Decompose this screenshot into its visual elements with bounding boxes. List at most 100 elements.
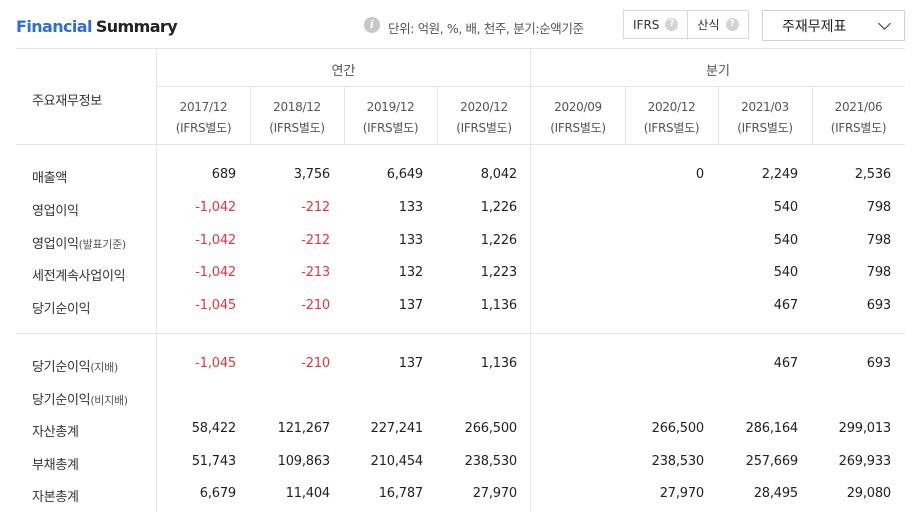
row-label-qualifier: (비지배) (90, 394, 128, 407)
column-period: 2020/12 (460, 100, 508, 114)
table-cell: 540 (773, 233, 798, 248)
table-cell: 137 (398, 298, 423, 313)
table-cell: 286,164 (745, 421, 799, 436)
table-cell: 132 (398, 265, 423, 280)
column-basis: (IFRS별도) (456, 121, 512, 135)
row-label-text: 세전계속사업이익 (32, 269, 126, 284)
title-financial: Financial (16, 17, 92, 36)
table-cell: 11,404 (285, 486, 330, 501)
table-cell: 58,422 (191, 421, 236, 436)
info-icon[interactable]: i (364, 17, 380, 33)
ifrs-toggle-button[interactable]: IFRS ? (624, 11, 687, 38)
table-cell: 257,669 (745, 454, 799, 469)
table-cell: 6,649 (386, 167, 423, 182)
table-cell: 27,970 (472, 486, 517, 501)
column-period: 2019/12 (366, 100, 415, 114)
table-cell: 1,226 (480, 200, 517, 215)
row-label[interactable]: 자본총계 (32, 486, 79, 505)
table-cell: 299,013 (838, 421, 892, 436)
row-label[interactable]: 당기순이익(비지배) (32, 389, 128, 408)
table-cell: 3,756 (293, 167, 330, 182)
row-label-text: 영업이익 (32, 237, 79, 252)
table-cell: 266,500 (651, 421, 705, 436)
row-label-text: 매출액 (32, 171, 67, 186)
column-divider (812, 86, 813, 145)
table-cell: 2,536 (854, 167, 891, 182)
table-cell: 16,787 (378, 486, 423, 501)
column-header[interactable]: 2021/03 (IFRS별도) (718, 97, 812, 139)
table-cell: 137 (398, 356, 423, 371)
row-label[interactable]: 영업이익 (32, 200, 79, 219)
ifrs-label: IFRS (633, 17, 660, 32)
table-cell: 798 (866, 265, 891, 280)
column-divider (250, 86, 251, 145)
row-label-qualifier: (지배) (90, 361, 118, 374)
column-header[interactable]: 2017/12 (IFRS별도) (157, 97, 250, 139)
table-cell: 121,267 (277, 421, 331, 436)
row-label[interactable]: 세전계속사업이익 (32, 265, 126, 284)
table-cell: 798 (866, 200, 891, 215)
group-header-annual: 연간 (331, 64, 356, 79)
table-cell: 109,863 (277, 454, 331, 469)
row-label[interactable]: 영업이익(발표기준) (32, 233, 126, 252)
statement-type-value: 주재무제표 (782, 18, 847, 35)
help-icon[interactable]: ? (725, 18, 739, 31)
table-cell: 6,679 (199, 486, 236, 501)
row-label[interactable]: 자산총계 (32, 421, 79, 440)
row-label[interactable]: 부채총계 (32, 454, 79, 473)
title-summary: Summary (95, 17, 178, 36)
table-cell: 798 (866, 233, 891, 248)
column-period: 2020/12 (647, 100, 696, 114)
table-cell: 2,249 (761, 167, 798, 182)
column-basis: (IFRS별도) (643, 121, 700, 135)
table-cell: -1,045 (195, 298, 236, 313)
row-label[interactable]: 매출액 (32, 167, 67, 186)
row-label-text: 당기순이익 (32, 360, 91, 375)
column-header[interactable]: 2020/12 (IFRS별도) (437, 97, 531, 139)
row-label[interactable]: 당기순이익 (32, 298, 91, 317)
column-divider (625, 86, 626, 145)
formula-toggle-button[interactable]: 산식 ? (687, 11, 747, 38)
group-header-quarter: 분기 (706, 64, 730, 79)
column-divider (344, 86, 345, 145)
group-header-divider (157, 86, 905, 87)
annual-quarter-divider (530, 48, 531, 512)
column-period: 2018/12 (273, 100, 321, 114)
table-cell: -213 (301, 265, 330, 280)
column-period: 2021/03 (741, 100, 789, 114)
table-cell: 269,933 (838, 454, 892, 469)
label-column-divider (156, 48, 157, 512)
table-cell: 29,080 (846, 486, 891, 501)
statement-type-select[interactable]: 주재무제표 (762, 10, 905, 41)
column-period: 2017/12 (179, 100, 228, 114)
row-label[interactable]: 당기순이익(지배) (32, 356, 118, 375)
table-cell: 8,042 (480, 167, 517, 182)
row-label-text: 부채총계 (32, 458, 79, 473)
column-header[interactable]: 2020/09 (IFRS별도) (531, 97, 625, 139)
table-cell: 1,136 (480, 356, 517, 371)
table-cell: 51,743 (191, 454, 236, 469)
column-header[interactable]: 2021/06 (IFRS별도) (812, 97, 905, 139)
table-cell: 540 (773, 265, 798, 280)
table-cell: -1,042 (195, 200, 236, 215)
column-header[interactable]: 2019/12 (IFRS별도) (344, 97, 437, 139)
help-icon[interactable]: ? (665, 18, 679, 31)
table-cell: 0 (695, 167, 704, 182)
table-cell: 27,970 (659, 486, 704, 501)
column-period: 2021/06 (834, 100, 883, 114)
table-cell: 693 (866, 356, 891, 371)
table-cell: 238,530 (651, 454, 705, 469)
table-cell: 266,500 (464, 421, 518, 436)
row-label-text: 당기순이익 (32, 393, 91, 408)
row-label-text: 자산총계 (32, 425, 79, 440)
column-basis: (IFRS별도) (737, 121, 793, 135)
column-header[interactable]: 2018/12 (IFRS별도) (250, 97, 344, 139)
table-cell: 540 (773, 200, 798, 215)
section-title: Financial Summary (16, 17, 178, 36)
table-cell: -1,042 (195, 233, 236, 248)
table-cell: 133 (398, 233, 423, 248)
table-cell: -212 (301, 233, 330, 248)
column-header[interactable]: 2020/12 (IFRS별도) (625, 97, 718, 139)
table-cell: -210 (301, 298, 330, 313)
